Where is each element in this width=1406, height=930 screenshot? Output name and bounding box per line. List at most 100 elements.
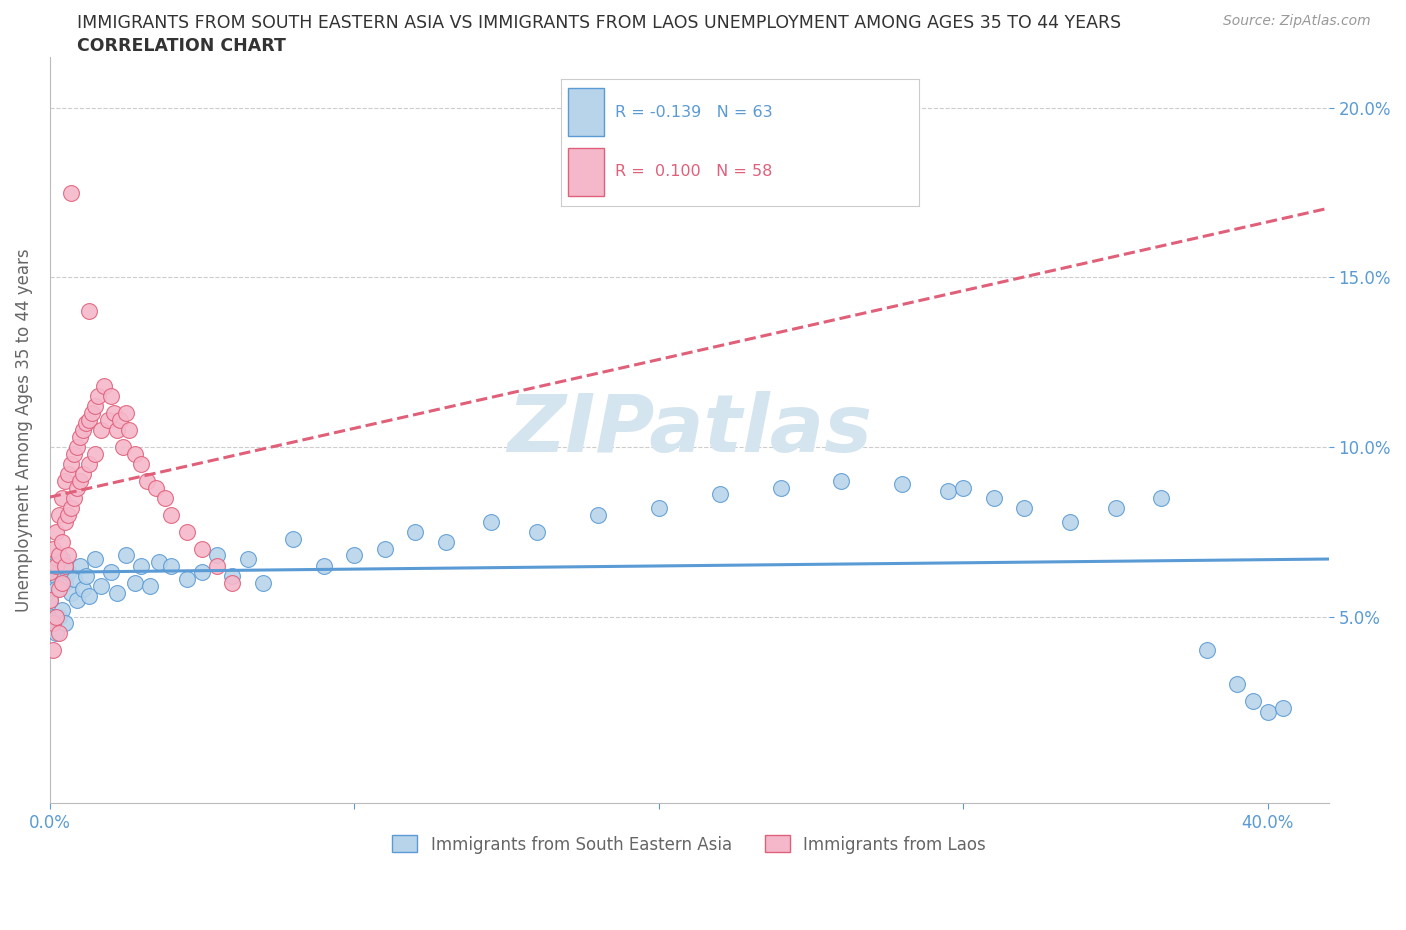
Point bbox=[252, 575, 274, 590]
Point bbox=[69, 473, 91, 488]
Point bbox=[709, 487, 731, 502]
Point bbox=[84, 446, 107, 461]
Point bbox=[312, 558, 335, 573]
Point bbox=[191, 541, 214, 556]
Point bbox=[41, 643, 63, 658]
Point bbox=[103, 405, 125, 420]
Point bbox=[56, 508, 79, 523]
Point bbox=[41, 616, 63, 631]
Point bbox=[160, 508, 183, 523]
Point bbox=[56, 565, 79, 580]
Point bbox=[343, 548, 366, 563]
Point bbox=[1195, 643, 1218, 658]
Point bbox=[53, 514, 76, 529]
Point bbox=[53, 616, 76, 631]
Point bbox=[72, 422, 94, 437]
Point bbox=[479, 514, 502, 529]
Point bbox=[53, 575, 76, 590]
Point bbox=[45, 568, 67, 583]
Point bbox=[434, 535, 457, 550]
Point bbox=[77, 457, 100, 472]
Point bbox=[160, 558, 183, 573]
Point bbox=[72, 467, 94, 482]
Point bbox=[100, 565, 122, 580]
Point bbox=[48, 565, 70, 580]
Point bbox=[51, 575, 73, 590]
Point bbox=[51, 490, 73, 505]
Point bbox=[648, 500, 671, 515]
Point bbox=[72, 582, 94, 597]
Point bbox=[283, 531, 305, 546]
Point bbox=[75, 416, 97, 431]
Point bbox=[100, 389, 122, 404]
Point bbox=[1059, 514, 1081, 529]
Point bbox=[51, 551, 73, 566]
Point bbox=[51, 603, 73, 618]
Point bbox=[48, 626, 70, 641]
Point bbox=[1226, 677, 1249, 692]
Point bbox=[221, 568, 243, 583]
Point bbox=[38, 592, 60, 607]
Point bbox=[114, 405, 136, 420]
Point bbox=[45, 626, 67, 641]
Point bbox=[48, 582, 70, 597]
Point bbox=[1272, 700, 1295, 715]
Point bbox=[155, 490, 177, 505]
Point bbox=[87, 389, 110, 404]
Point bbox=[77, 412, 100, 427]
Point bbox=[1012, 500, 1035, 515]
Point bbox=[118, 422, 141, 437]
Point bbox=[124, 575, 146, 590]
Point bbox=[404, 525, 426, 539]
Point bbox=[45, 558, 67, 573]
Point bbox=[66, 440, 89, 455]
Text: CORRELATION CHART: CORRELATION CHART bbox=[77, 37, 287, 55]
Text: ZIPatlas: ZIPatlas bbox=[506, 391, 872, 469]
Text: Source: ZipAtlas.com: Source: ZipAtlas.com bbox=[1223, 14, 1371, 28]
Point bbox=[53, 558, 76, 573]
Point bbox=[526, 525, 548, 539]
Point bbox=[75, 568, 97, 583]
Point bbox=[176, 525, 198, 539]
Point bbox=[148, 555, 170, 570]
Point bbox=[59, 185, 82, 200]
Point bbox=[56, 467, 79, 482]
Point bbox=[891, 477, 914, 492]
Point bbox=[374, 541, 396, 556]
Point bbox=[59, 585, 82, 600]
Point bbox=[41, 609, 63, 624]
Point bbox=[63, 572, 86, 587]
Point bbox=[48, 548, 70, 563]
Point bbox=[38, 575, 60, 590]
Point bbox=[38, 592, 60, 607]
Point bbox=[66, 480, 89, 495]
Point bbox=[56, 548, 79, 563]
Point bbox=[77, 304, 100, 319]
Point bbox=[191, 565, 214, 580]
Point bbox=[1241, 694, 1264, 709]
Point bbox=[90, 422, 112, 437]
Point bbox=[66, 592, 89, 607]
Point bbox=[53, 473, 76, 488]
Point bbox=[82, 405, 104, 420]
Point bbox=[48, 508, 70, 523]
Point bbox=[93, 379, 115, 393]
Point bbox=[84, 551, 107, 566]
Point bbox=[952, 480, 974, 495]
Point bbox=[63, 446, 86, 461]
Point bbox=[1150, 490, 1173, 505]
Point bbox=[221, 575, 243, 590]
Point bbox=[90, 578, 112, 593]
Point bbox=[936, 484, 959, 498]
Point bbox=[45, 609, 67, 624]
Point bbox=[77, 589, 100, 604]
Legend: Immigrants from South Eastern Asia, Immigrants from Laos: Immigrants from South Eastern Asia, Immi… bbox=[384, 827, 994, 862]
Point bbox=[41, 541, 63, 556]
Point bbox=[205, 548, 228, 563]
Point bbox=[105, 422, 128, 437]
Point bbox=[205, 558, 228, 573]
Point bbox=[129, 457, 152, 472]
Point bbox=[1104, 500, 1126, 515]
Point bbox=[38, 565, 60, 580]
Point bbox=[983, 490, 1005, 505]
